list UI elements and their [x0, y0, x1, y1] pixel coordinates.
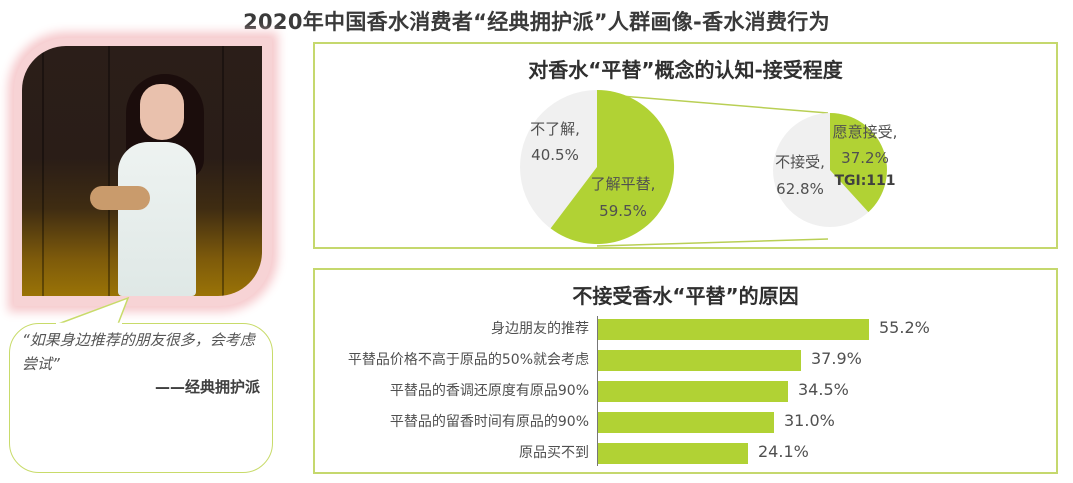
bar-section-title: 不接受香水“平替”的原因 [572, 284, 799, 308]
bar-fill [598, 350, 801, 371]
pie-section-title: 对香水“平替”概念的认知-接受程度 [528, 58, 843, 82]
quote-bubble [9, 323, 273, 473]
pie1-green-name: 了解平替, [591, 175, 656, 193]
persona-quote: “如果身边推荐的朋友很多，会考虑尝试” [22, 331, 255, 373]
bar-fill [598, 412, 774, 433]
pie1-gray-name: 不了解, [530, 120, 580, 138]
bar-row: 34.5% [598, 380, 998, 403]
bar-category-label: 原品买不到 [519, 445, 589, 461]
pie2-green-name: 愿意接受, [833, 123, 898, 141]
pie2-tgi: TGI:111 [834, 173, 895, 189]
persona-photo [22, 46, 262, 296]
connector-line-top [596, 93, 829, 114]
bar-value-label: 55.2% [879, 318, 930, 337]
pie2-gray-value: 62.8% [776, 180, 824, 198]
connector-line-bottom [596, 238, 829, 247]
bar-value-label: 37.9% [811, 349, 862, 368]
page-title: 2020年中国香水消费者“经典拥护派”人群画像-香水消费行为 [243, 10, 830, 34]
person-arm [90, 186, 150, 210]
bar-row: 31.0% [598, 411, 998, 434]
bar-axis-line [597, 316, 598, 466]
bar-category-label: 平替品价格不高于原品的50%就会考虑 [347, 352, 589, 368]
wall-plank [222, 46, 224, 296]
pie1-green-value: 59.5% [599, 202, 647, 220]
wall-plank [42, 46, 44, 296]
bar-fill [598, 319, 869, 340]
pie-charts: 不了解, 40.5% 了解平替, 59.5% 不接受, 62.8% 愿意接受, … [520, 89, 898, 247]
bar-value-label: 34.5% [798, 380, 849, 399]
bar-category-label: 身边朋友的推荐 [491, 321, 589, 337]
pie2-green-slice [830, 113, 887, 213]
bar-row: 37.9% [598, 349, 998, 372]
persona-signature: ——经典拥护派 [154, 378, 260, 396]
bar-value-label: 31.0% [784, 411, 835, 430]
person-face [140, 84, 184, 140]
bar-category-label: 平替品的留香时间有原品的90% [389, 414, 589, 430]
bar-row: 24.1% [598, 442, 998, 465]
rejection-reasons-panel: 不接受香水“平替”的原因 身边朋友的推荐 55.2% 平替品价格不高于原品的50… [313, 268, 1058, 474]
bar-fill [598, 443, 748, 464]
bar-fill [598, 381, 788, 402]
awareness-acceptance-panel: 对香水“平替”概念的认知-接受程度 不了解, 40.5% 了解平替, 59.5%… [313, 42, 1058, 249]
pie2-green-value: 37.2% [841, 149, 889, 167]
bar-category-label: 平替品的香调还原度有原品90% [389, 383, 589, 399]
bubble-tail-icon [56, 296, 130, 326]
bar-value-label: 24.1% [758, 442, 809, 461]
pie2-gray-name: 不接受, [775, 153, 825, 171]
pie1-green-slice [550, 89, 675, 244]
bar-row: 55.2% [598, 318, 998, 341]
person-dress [118, 142, 196, 296]
wall-plank [108, 46, 110, 296]
pie1-gray-value: 40.5% [531, 146, 579, 164]
